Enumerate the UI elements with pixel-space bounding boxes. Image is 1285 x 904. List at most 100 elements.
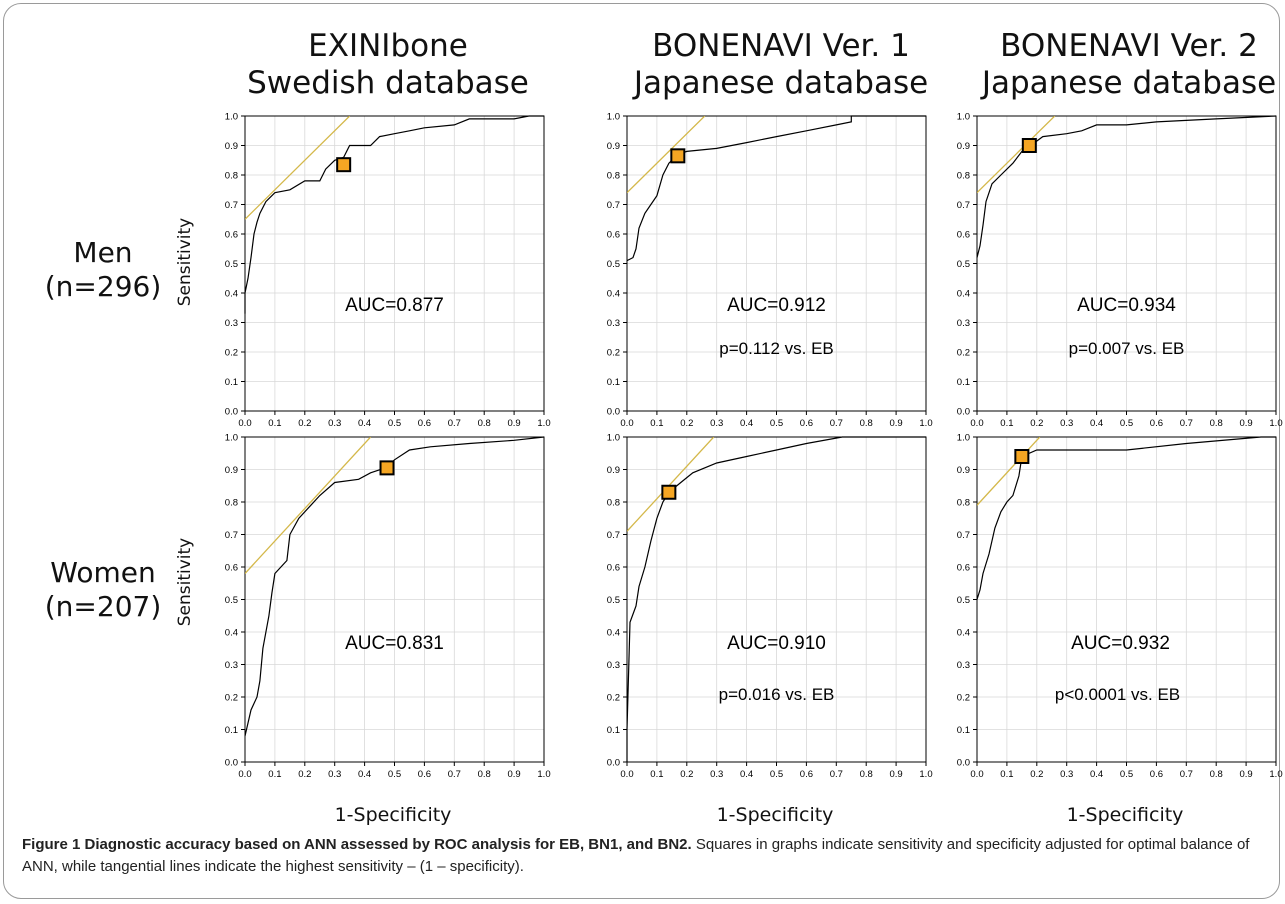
y-tick-label: 0.1	[607, 725, 620, 736]
y-tick-label: 0.3	[225, 318, 238, 329]
p-value-annotation: p=0.016 vs. EB	[719, 685, 835, 704]
y-tick-label: 0.8	[957, 171, 970, 182]
x-tick-label: 0.5	[770, 769, 783, 780]
auc-annotation: AUC=0.932	[1071, 633, 1170, 654]
y-tick-label: 0.7	[957, 200, 970, 211]
x-tick-label: 0.9	[889, 418, 902, 429]
x-tick-label: 0.1	[650, 418, 663, 429]
y-tick-label: 0.2	[957, 348, 970, 359]
x-tick-label: 0.8	[860, 418, 873, 429]
p-value-annotation: p<0.0001 vs. EB	[1055, 685, 1180, 704]
auc-annotation: AUC=0.877	[345, 295, 444, 316]
auc-annotation: AUC=0.934	[1077, 295, 1176, 316]
row-label-line2: (n=296)	[44, 270, 162, 303]
y-tick-label: 0.8	[607, 498, 620, 509]
y-tick-label: 0.4	[957, 289, 970, 300]
tangent-line	[977, 437, 1041, 506]
tangent-line	[245, 437, 372, 574]
x-tick-label: 0.5	[388, 418, 401, 429]
x-tick-label: 1.0	[1269, 418, 1282, 429]
x-tick-label: 0.4	[358, 769, 371, 780]
x-tick-label: 1.0	[919, 418, 932, 429]
x-tick-label: 0.6	[1150, 418, 1163, 429]
y-tick-label: 0.0	[607, 758, 620, 769]
roc-curve	[244, 115, 544, 314]
x-tick-label: 0.2	[680, 418, 693, 429]
y-tick-label: 0.5	[225, 259, 238, 270]
x-tick-label: 0.8	[860, 769, 873, 780]
auc-annotation: AUC=0.831	[345, 633, 444, 654]
x-tick-label: 0.0	[970, 418, 983, 429]
y-tick-label: 0.5	[225, 595, 238, 606]
y-tick-label: 1.0	[225, 112, 238, 123]
x-tick-label: 0.6	[800, 418, 813, 429]
col-title-line2: Japanese database	[981, 65, 1277, 101]
row-label-women: Women (n=207)	[18, 556, 188, 624]
auc-annotation: AUC=0.912	[727, 295, 826, 316]
y-tick-label: 0.8	[607, 171, 620, 182]
figure-frame	[3, 3, 1280, 899]
roc-panel: 0.00.0 0.1 0.1 0.2 0.2 0.3 0.3 0.4 0.4 0.5 0.5 0.6 0…	[225, 112, 551, 430]
col-title-bonenavi-v2: BONENAVI Ver. 2 Japanese database	[949, 28, 1285, 102]
y-tick-label: 0.3	[607, 660, 620, 671]
roc-panel: 0.00.0 0.1 0.1 0.2 0.2 0.3 0.3 0.4 0.4 0.5 0.5 0.6 0…	[957, 112, 1283, 430]
x-tick-label: 0.9	[1239, 418, 1252, 429]
x-tick-label: 0.9	[507, 418, 520, 429]
col-title-line1: EXINIbone	[308, 28, 468, 64]
caption-title: Figure 1 Diagnostic accuracy based on AN…	[22, 836, 692, 853]
x-tick-label: 0.0	[238, 418, 251, 429]
y-tick-label: 0.6	[607, 563, 620, 574]
y-tick-label: 0.4	[957, 628, 970, 639]
y-tick-label: 1.0	[957, 112, 970, 123]
y-tick-label: 0.9	[225, 465, 238, 476]
y-tick-label: 0.6	[225, 230, 238, 241]
roc-curve	[244, 436, 545, 737]
x-tick-label: 0.0	[970, 769, 983, 780]
y-tick-label: 0.8	[225, 498, 238, 509]
y-tick-label: 0.8	[225, 171, 238, 182]
y-tick-label: 0.4	[225, 289, 238, 300]
x-tick-label: 1.0	[537, 418, 550, 429]
y-tick-label: 0.0	[225, 758, 238, 769]
x-tick-label: 0.1	[1000, 418, 1013, 429]
y-tick-label: 1.0	[607, 112, 620, 123]
x-tick-label: 0.8	[478, 418, 491, 429]
y-tick-label: 0.2	[225, 693, 238, 704]
y-tick-label: 0.5	[957, 259, 970, 270]
x-tick-label: 0.1	[268, 418, 281, 429]
roc-charts: 0.0 0.0 0.1 0.1 0.2 0.2 0.3 0.3 0.4 0.4 0.5 0.5 0.6 0…	[225, 112, 1283, 781]
y-tick-label: 0.7	[225, 530, 238, 541]
x-tick-label: 0.9	[507, 769, 520, 780]
x-tick-label: 1.0	[1269, 769, 1282, 780]
x-tick-label: 0.2	[1030, 769, 1043, 780]
y-tick-label: 0.4	[225, 628, 238, 639]
x-tick-label: 0.2	[298, 418, 311, 429]
x-tick-label: 0.7	[1180, 769, 1193, 780]
y-tick-label: 0.9	[225, 141, 238, 152]
y-tick-label: 0.1	[957, 377, 970, 388]
y-tick-label: 0.9	[957, 141, 970, 152]
roc-panel: 0.00.0 0.1 0.1 0.2 0.2 0.3 0.3 0.4 0.4 0.5 0.5 0.6 0…	[607, 112, 933, 430]
optimal-point-marker	[1021, 138, 1037, 153]
tangent-line	[627, 116, 706, 194]
x-tick-label: 0.7	[830, 418, 843, 429]
roc-curve	[976, 436, 1276, 600]
y-tick-label: 0.0	[607, 407, 620, 418]
y-tick-label: 0.4	[607, 628, 620, 639]
x-tick-label: 0.1	[1000, 769, 1013, 780]
y-tick-label: 0.2	[607, 693, 620, 704]
x-tick-label: 0.7	[448, 769, 461, 780]
x-tick-label: 0.3	[1060, 418, 1073, 429]
x-tick-label: 0.9	[1239, 769, 1252, 780]
x-tick-label: 0.6	[418, 418, 431, 429]
y-tick-label: 0.1	[225, 377, 238, 388]
y-tick-label: 0.8	[957, 498, 970, 509]
y-tick-label: 0.6	[957, 230, 970, 241]
y-tick-label: 1.0	[607, 433, 620, 444]
tangent-line	[977, 116, 1056, 194]
x-tick-label: 0.6	[1150, 769, 1163, 780]
row-label-line2: (n=207)	[44, 590, 162, 623]
y-tick-label: 0.2	[957, 693, 970, 704]
x-tick-label: 0.3	[710, 418, 723, 429]
x-tick-label: 0.6	[800, 769, 813, 780]
